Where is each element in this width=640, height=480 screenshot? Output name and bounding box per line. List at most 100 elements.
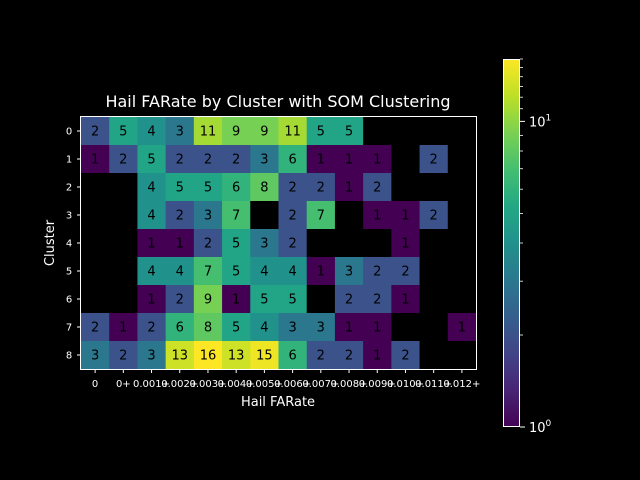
x-tick-label: 0.009+ — [359, 379, 396, 390]
cell-value-label: 1 — [317, 153, 325, 168]
cell-value-label: 3 — [176, 125, 184, 140]
heatmap-cell — [137, 145, 167, 174]
heatmap-cell — [278, 313, 308, 342]
heatmap-cell — [334, 285, 364, 314]
heatmap-cell — [222, 173, 251, 202]
x-axis-ticks: 0 0+ 0.001+0.002+0.003+0.004+0.005+0.006+0… — [92, 369, 480, 390]
cell-value-label: 8 — [204, 321, 212, 336]
colorbar-frame — [503, 59, 520, 427]
cell-value-label: 5 — [232, 265, 240, 280]
heatmap-cell — [306, 201, 336, 230]
heatmap-cell — [447, 173, 477, 202]
x-tick-label: 0.006+ — [274, 379, 311, 390]
heatmap-cell — [81, 173, 110, 202]
cell-value-label: 1 — [401, 237, 409, 252]
heatmap-cell — [250, 341, 279, 370]
heatmap-cell — [419, 285, 449, 314]
heatmap-cell — [391, 257, 421, 286]
cell-value-label: 2 — [401, 349, 409, 364]
heatmap-cell — [334, 229, 364, 258]
heatmap-cell — [306, 285, 336, 314]
heatmap-cell — [109, 117, 138, 146]
cell-value-label: 1 — [345, 181, 353, 196]
heatmap-cell — [447, 313, 477, 342]
heatmap-cell — [278, 285, 308, 314]
y-axis-label: Cluster — [43, 219, 58, 266]
cell-value-label: 5 — [176, 181, 184, 196]
heatmap-cell — [391, 229, 421, 258]
heatmap-cell — [109, 229, 138, 258]
cell-value-label: 2 — [373, 293, 381, 308]
cell-value-label: 2 — [147, 321, 155, 336]
heatmap-cell — [137, 173, 167, 202]
heatmap-cell — [81, 145, 110, 174]
cell-value-label: 1 — [345, 321, 353, 336]
heatmap-cell — [447, 257, 477, 286]
cell-value-label: 2 — [288, 237, 296, 252]
heatmap-cell — [278, 229, 308, 258]
heatmap-cell — [391, 145, 421, 174]
cell-value-label: 4 — [260, 265, 268, 280]
heatmap-cell — [334, 313, 364, 342]
heatmap-cell — [250, 201, 279, 230]
heatmap-cell — [250, 145, 279, 174]
y-tick-label: 0 — [66, 127, 72, 138]
cell-value-label: 6 — [176, 321, 184, 336]
x-tick-label: 0.010+ — [387, 379, 424, 390]
heatmap-cell — [193, 229, 223, 258]
heatmap-cell — [81, 313, 110, 342]
heatmap-cell — [447, 285, 477, 314]
cell-value-label: 2 — [373, 181, 381, 196]
heatmap-cell — [193, 285, 223, 314]
cell-value-label: 2 — [204, 237, 212, 252]
cell-value-label: 11 — [200, 125, 217, 140]
heatmap-cell — [193, 341, 223, 370]
cell-value-label: 3 — [260, 153, 268, 168]
cell-value-label: 3 — [345, 265, 353, 280]
cell-value-label: 9 — [232, 125, 240, 140]
heatmap-cell — [222, 285, 251, 314]
heatmap-cell — [222, 313, 251, 342]
heatmap-cell — [109, 173, 138, 202]
heatmap-cell — [306, 313, 336, 342]
x-tick-label: 0 — [92, 379, 98, 390]
cell-value-label: 1 — [373, 209, 381, 224]
heatmap-cell — [334, 117, 364, 146]
cell-value-label: 4 — [147, 125, 155, 140]
heatmap-cell — [137, 201, 167, 230]
cell-value-label: 7 — [204, 265, 212, 280]
cell-value-label: 13 — [171, 349, 188, 364]
heatmap-cell — [363, 145, 392, 174]
heatmap-cell — [391, 117, 421, 146]
heatmap-cell — [419, 145, 449, 174]
cell-value-label: 7 — [232, 209, 240, 224]
cell-value-label: 3 — [260, 237, 268, 252]
heatmap-cell — [306, 145, 336, 174]
cell-value-label: 15 — [256, 349, 273, 364]
cell-value-label: 2 — [119, 153, 127, 168]
heatmap-cell — [391, 313, 421, 342]
x-tick-label: 0.007+ — [302, 379, 339, 390]
heatmap-cell — [165, 229, 195, 258]
cell-value-label: 4 — [147, 181, 155, 196]
x-tick-label: 0.003+ — [189, 379, 226, 390]
heatmap-cell — [109, 257, 138, 286]
cell-value-label: 3 — [317, 321, 325, 336]
heatmap-cell — [81, 229, 110, 258]
heatmap-cell — [81, 201, 110, 230]
cell-value-label: 2 — [430, 153, 438, 168]
heatmap-cell — [363, 257, 392, 286]
heatmap-cell — [391, 173, 421, 202]
cell-value-label: 1 — [91, 153, 99, 168]
cell-value-label: 3 — [288, 321, 296, 336]
y-tick-label: 6 — [66, 295, 72, 306]
cell-value-label: 13 — [228, 349, 245, 364]
heatmap-cell — [306, 117, 336, 146]
heatmap-cell — [334, 257, 364, 286]
heatmap-cell — [81, 341, 110, 370]
cell-value-label: 16 — [200, 349, 217, 364]
cell-value-label: 8 — [260, 181, 268, 196]
cell-value-label: 4 — [176, 265, 184, 280]
heatmap-cell — [419, 313, 449, 342]
heatmap-cell — [334, 341, 364, 370]
